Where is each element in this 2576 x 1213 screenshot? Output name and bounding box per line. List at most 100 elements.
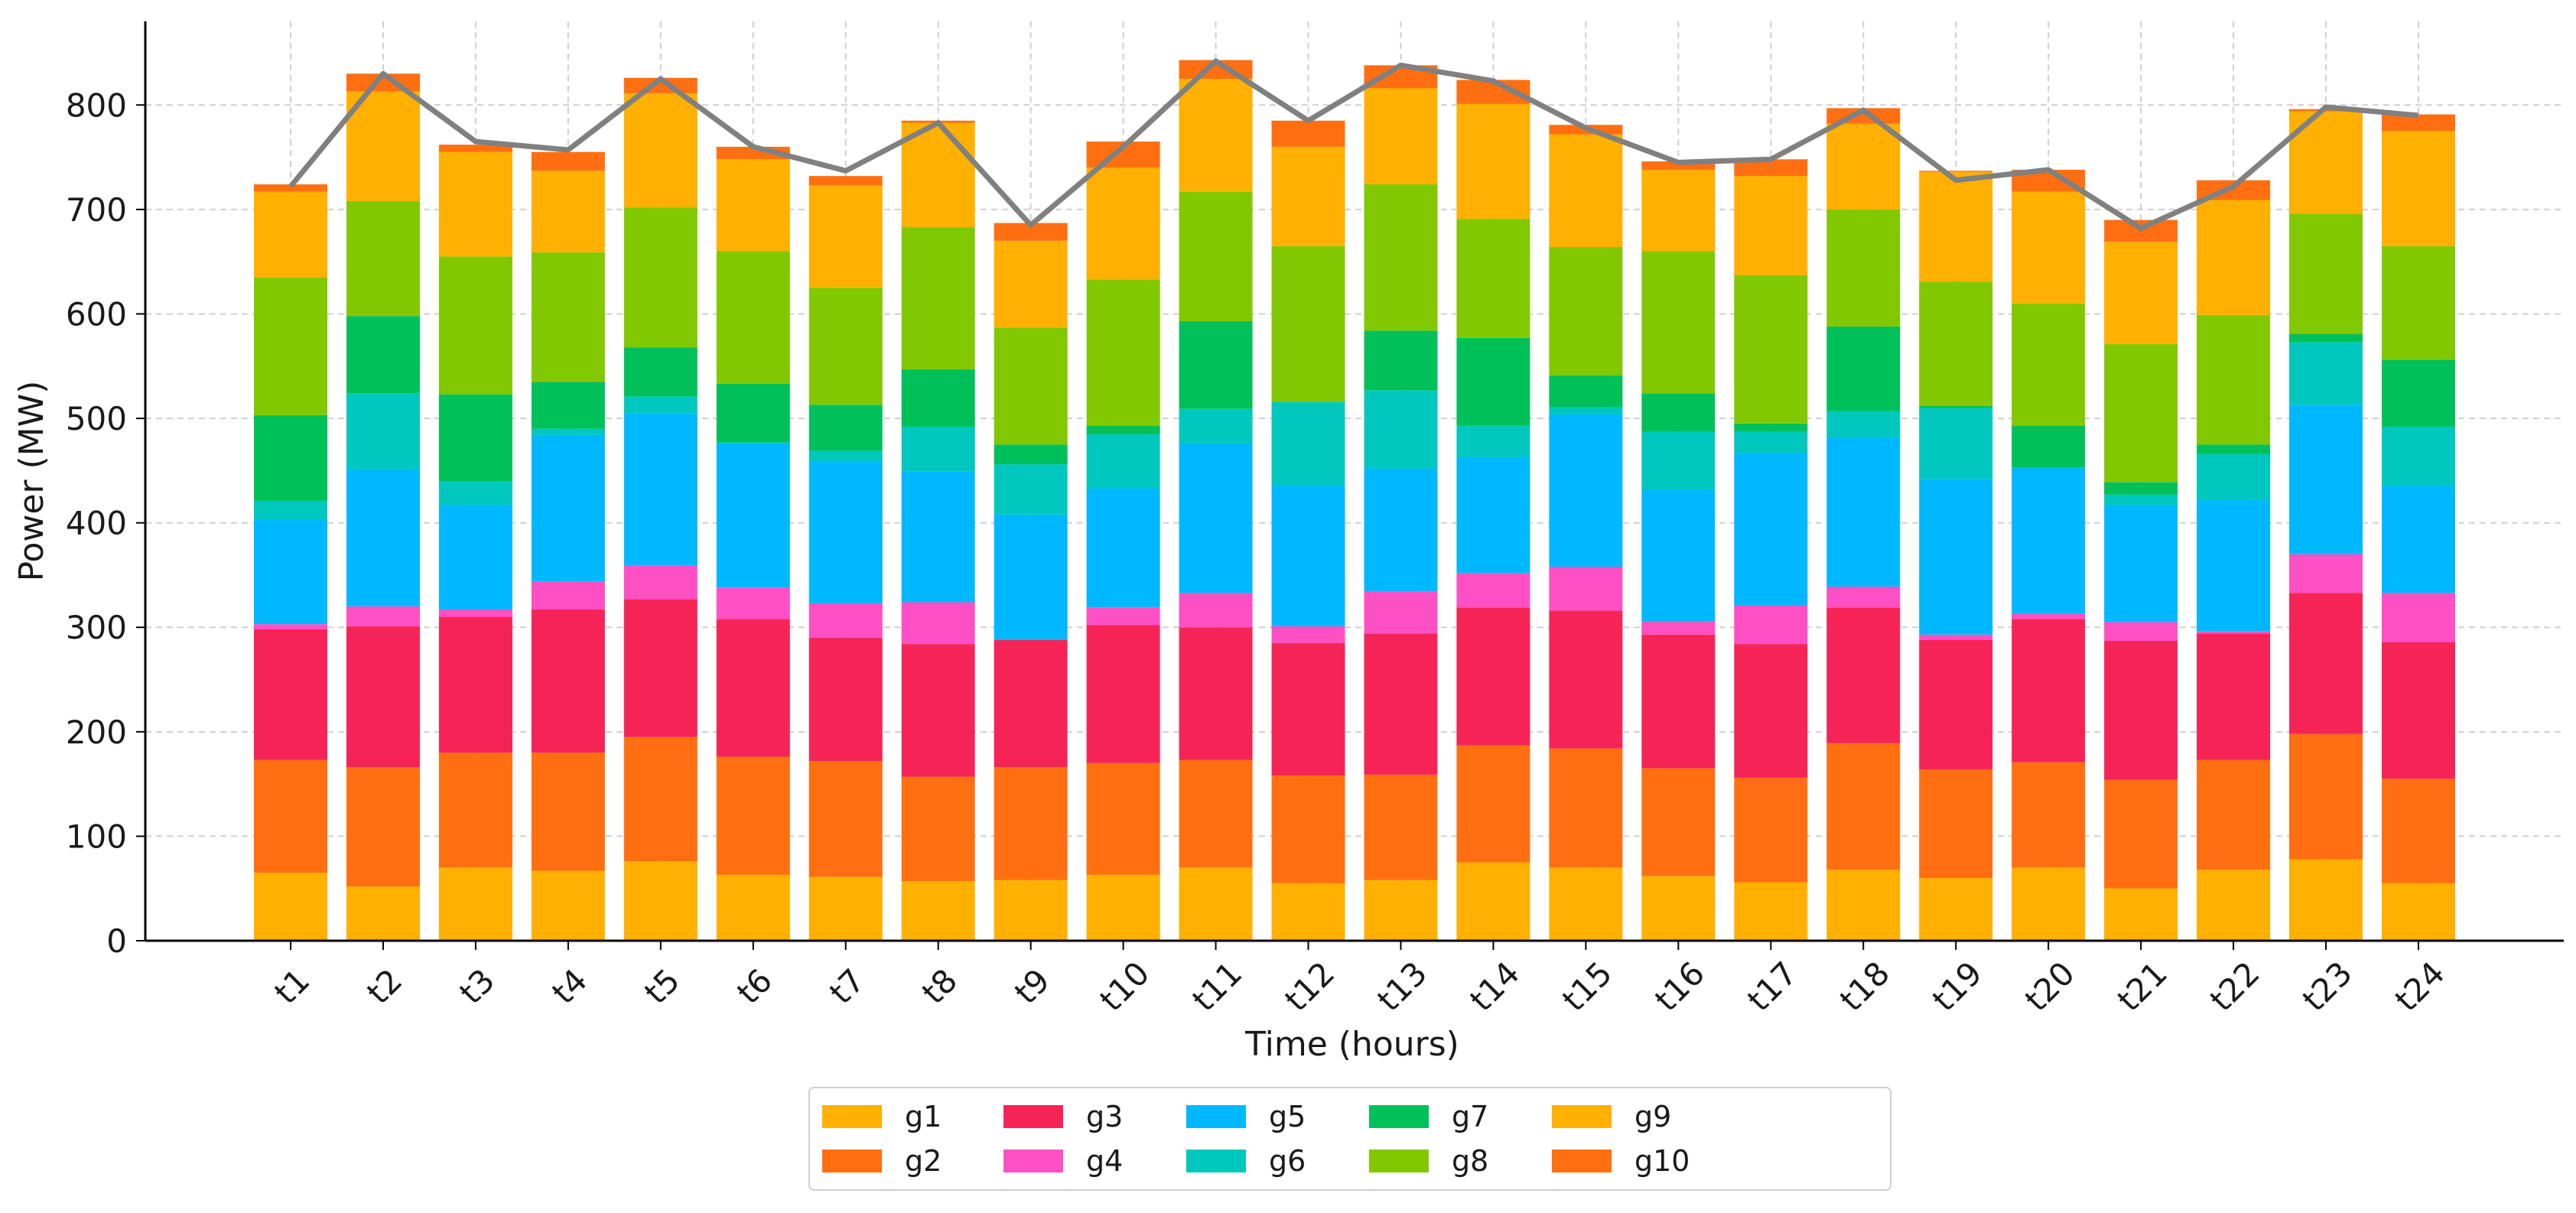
bar-segment-g9-t9 xyxy=(994,240,1068,328)
bar-segment-g10-t3 xyxy=(438,145,512,152)
bar-segment-g7-t22 xyxy=(2197,444,2271,454)
bar-segment-g9-t11 xyxy=(1179,79,1253,192)
demand-line xyxy=(288,58,2419,231)
bar-segment-g7-t24 xyxy=(2382,359,2455,427)
legend-swatch-g2 xyxy=(822,1150,882,1172)
bar-segment-g1-t23 xyxy=(2289,859,2363,941)
bar-segment-g1-t3 xyxy=(438,867,512,941)
bar-segment-g5-t3 xyxy=(438,505,512,610)
legend-swatch-g5 xyxy=(1186,1105,1246,1128)
bar-segment-g4-t23 xyxy=(2289,554,2363,593)
bar-segment-g7-t8 xyxy=(901,369,975,427)
bar-segment-g10-t4 xyxy=(531,151,605,171)
bar-segment-g9-t2 xyxy=(346,91,420,201)
bar-segment-g4-t6 xyxy=(716,587,790,620)
bar-segment-g3-t1 xyxy=(254,629,327,760)
bar-segment-g5-t19 xyxy=(1919,479,1993,635)
bar-segment-g3-t5 xyxy=(623,599,698,737)
bar-segment-g4-t12 xyxy=(1271,626,1345,643)
bar-segment-g3-t12 xyxy=(1271,642,1345,776)
legend-swatch-g4 xyxy=(1003,1150,1063,1172)
bar-segment-g4-t8 xyxy=(901,602,975,645)
bar-segment-g2-t20 xyxy=(2012,762,2086,868)
y-tick-label: 700 xyxy=(66,191,127,229)
bar-segment-g8-t3 xyxy=(438,256,512,395)
bar-segment-g2-t1 xyxy=(254,759,327,873)
bar-segment-g8-t24 xyxy=(2382,246,2455,360)
bar-segment-g1-t17 xyxy=(1734,882,1808,941)
bar-segment-g6-t8 xyxy=(901,426,975,472)
bar-segment-g6-t2 xyxy=(346,393,420,470)
bar-segment-g2-t23 xyxy=(2289,733,2363,860)
bar-segment-g3-t7 xyxy=(808,637,883,762)
bar-segment-g5-t12 xyxy=(1271,485,1345,626)
bar-segment-g7-t23 xyxy=(2289,333,2363,343)
bar-segment-g1-t20 xyxy=(2012,867,2086,941)
legend-label-g10: g10 xyxy=(1634,1144,1690,1178)
bar-segment-g9-t14 xyxy=(1456,103,1530,220)
bar-segment-g9-t12 xyxy=(1271,146,1345,246)
bar-segment-g8-t7 xyxy=(808,288,883,405)
bar-segment-g1-t4 xyxy=(531,870,605,941)
bar-segment-g6-t24 xyxy=(2382,426,2455,486)
bar-segment-g4-t2 xyxy=(346,606,420,626)
bar-segment-g8-t17 xyxy=(1734,275,1808,424)
bar-segment-g6-t11 xyxy=(1179,408,1253,444)
bar-segment-g9-t3 xyxy=(438,151,512,257)
bar-segment-g7-t10 xyxy=(1086,425,1160,434)
bar-segment-g3-t18 xyxy=(1826,607,1901,743)
bar-segment-g1-t12 xyxy=(1271,883,1345,941)
bar-segment-g1-t2 xyxy=(346,886,420,941)
bar-segment-g8-t12 xyxy=(1271,246,1345,402)
y-axis-title: Power (MW) xyxy=(12,381,51,582)
bar-segment-g8-t22 xyxy=(2197,314,2271,445)
bar-segment-g1-t18 xyxy=(1826,870,1901,941)
bar-segment-g1-t10 xyxy=(1086,874,1160,941)
bar-segment-g9-t8 xyxy=(901,122,975,228)
y-tick-label: 800 xyxy=(66,86,127,124)
bar-segment-g8-t6 xyxy=(716,251,790,384)
bar-segment-g8-t8 xyxy=(901,227,975,369)
bar-segment-g3-t9 xyxy=(994,639,1068,768)
bar-segment-g4-t16 xyxy=(1641,621,1716,635)
bar-segment-g3-t22 xyxy=(2197,633,2271,760)
bar-segments xyxy=(254,60,2455,941)
bar-segment-g6-t13 xyxy=(1364,390,1438,469)
bar-segment-g9-t21 xyxy=(2104,242,2178,345)
bar-segment-g5-t14 xyxy=(1456,457,1530,574)
bar-segment-g3-t4 xyxy=(531,610,605,753)
bar-segment-g2-t3 xyxy=(438,753,512,868)
bar-segment-g4-t1 xyxy=(254,624,327,629)
bar-segment-g8-t19 xyxy=(1919,281,1993,406)
bar-segment-g8-t18 xyxy=(1826,209,1901,327)
bar-segment-g7-t17 xyxy=(1734,423,1808,432)
bar-segment-g4-t20 xyxy=(2012,613,2086,620)
bar-segment-g7-t2 xyxy=(346,316,420,394)
bar-segment-g9-t1 xyxy=(254,191,327,278)
bar-segment-g9-t18 xyxy=(1826,123,1901,210)
bar-segment-g8-t2 xyxy=(346,200,420,317)
bar-segment-g2-t17 xyxy=(1734,777,1808,883)
bar-segment-g5-t18 xyxy=(1826,437,1901,587)
legend-label-g9: g9 xyxy=(1634,1100,1671,1133)
bar-segment-g3-t15 xyxy=(1549,610,1623,749)
bar-segment-g6-t16 xyxy=(1641,431,1716,489)
bar-segment-g3-t11 xyxy=(1179,627,1253,760)
bar-segment-g7-t18 xyxy=(1826,326,1901,411)
bar-segment-g4-t13 xyxy=(1364,591,1438,634)
bar-segment-g2-t19 xyxy=(1919,769,1993,879)
bar-segment-g7-t21 xyxy=(2104,482,2178,495)
legend-swatch-g9 xyxy=(1552,1105,1612,1128)
legend-label-g5: g5 xyxy=(1269,1100,1306,1133)
bar-segment-g6-t10 xyxy=(1086,434,1160,489)
bar-segment-g5-t23 xyxy=(2289,405,2363,554)
bar-segment-g3-t10 xyxy=(1086,625,1160,763)
bar-segment-g7-t6 xyxy=(716,383,790,443)
bar-segment-g2-t5 xyxy=(623,737,698,862)
bar-segment-g3-t20 xyxy=(2012,619,2086,763)
bar-segment-g5-t13 xyxy=(1364,468,1438,592)
bar-segment-g6-t21 xyxy=(2104,494,2178,506)
bar-segment-g8-t11 xyxy=(1179,191,1253,322)
bar-segment-g7-t19 xyxy=(1919,405,1993,408)
